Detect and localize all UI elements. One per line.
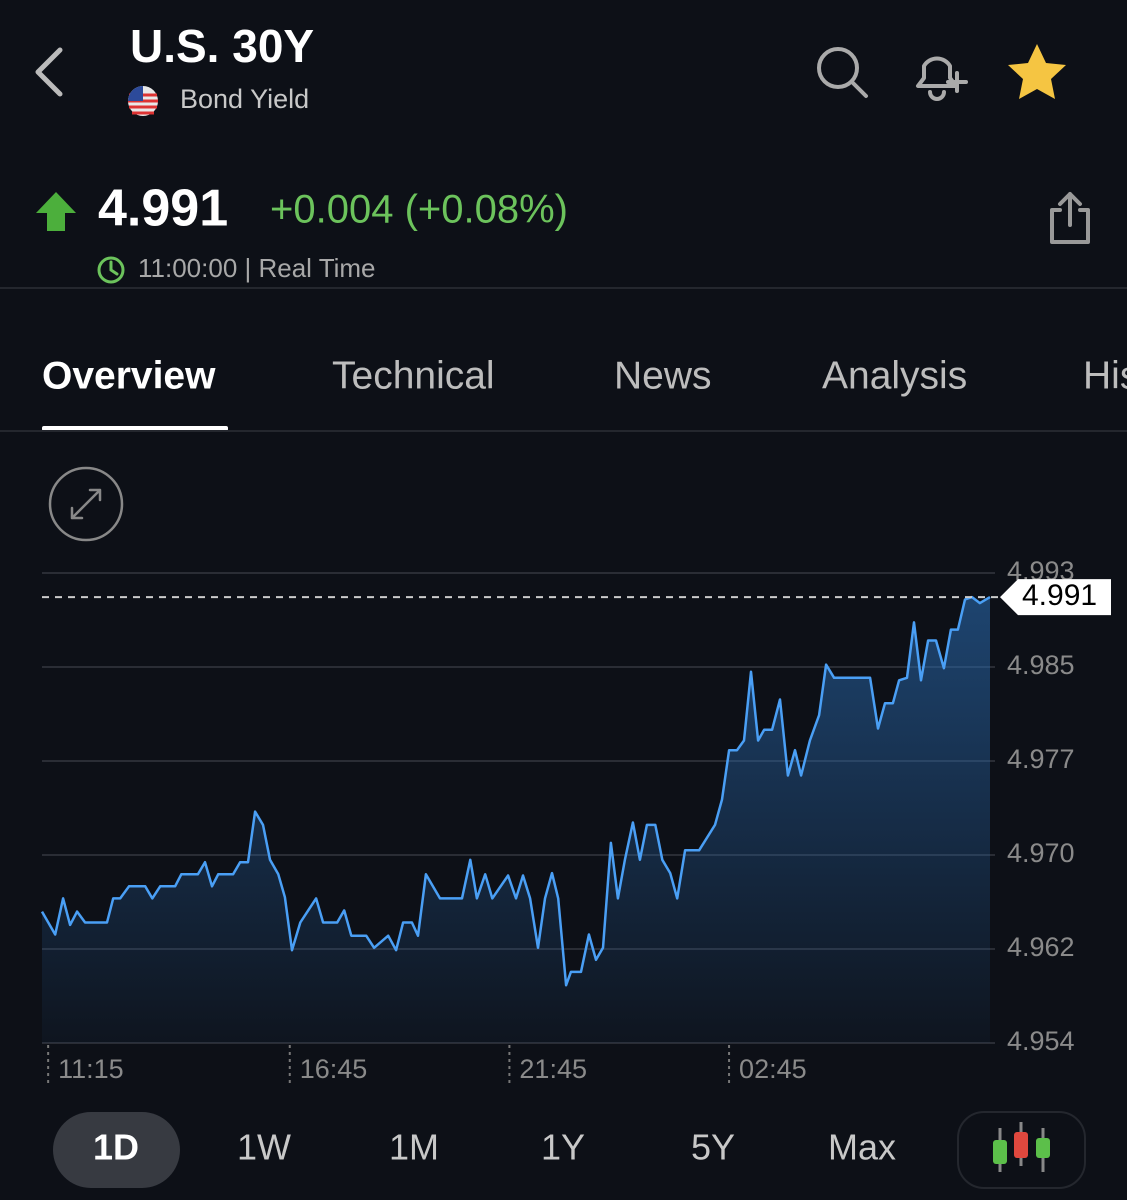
title: U.S. 30Y [130,20,314,72]
flag-icon [128,86,158,116]
tab-bar: Overview Technical News Analysis His [42,354,1127,397]
y-tick-label: 4.962 [1007,932,1075,962]
x-tick-label: 02:45 [739,1054,807,1084]
range-button[interactable]: 1M [389,1127,439,1168]
active-range-pill [53,1112,180,1188]
y-tick-label: 4.977 [1007,744,1075,774]
share-icon[interactable] [1050,192,1090,244]
line-area [42,597,990,1043]
alert-icon[interactable] [916,56,968,101]
range-bar: 1D 1W 1M 1Y 5Y Max [93,1127,896,1168]
line [40,595,991,987]
last-value-badge [1000,579,1111,616]
y-tick-label: 4.954 [1007,1026,1075,1056]
tab[interactable]: Analysis [822,354,967,397]
range-button[interactable]: 5Y [691,1127,735,1168]
tab[interactable]: Technical [332,354,495,397]
price-change: +0.004 (+0.08%) [270,188,568,232]
chart-type-button[interactable] [957,1111,1086,1189]
tab[interactable]: His [1083,354,1127,397]
search-icon[interactable] [817,47,868,98]
expand-button[interactable] [48,466,124,542]
last-value-label: 4.991 [1022,579,1097,612]
price: 4.991 [98,180,228,238]
tab[interactable]: Overview [42,354,216,397]
range-button[interactable]: 1Y [541,1127,585,1168]
y-tick-label: 4.985 [1007,650,1075,680]
subtitle: Bond Yield [180,84,309,114]
active-tab-indicator [42,426,228,431]
up-arrow [36,192,76,231]
clock-icon [97,256,125,284]
range-button[interactable]: Max [828,1127,896,1168]
x-tick-label: 11:15 [58,1054,124,1084]
back-button[interactable] [35,47,63,97]
range-button[interactable]: 1D [93,1127,139,1168]
x-tick-label: 21:45 [519,1054,587,1084]
x-tick-label: 16:45 [300,1054,368,1084]
quote-time: 11:00:00 | Real Time [138,253,376,283]
favorite-star[interactable] [1008,44,1066,99]
tab[interactable]: News [614,354,712,397]
y-tick-label: 4.970 [1007,838,1075,868]
range-button[interactable]: 1W [237,1127,291,1168]
